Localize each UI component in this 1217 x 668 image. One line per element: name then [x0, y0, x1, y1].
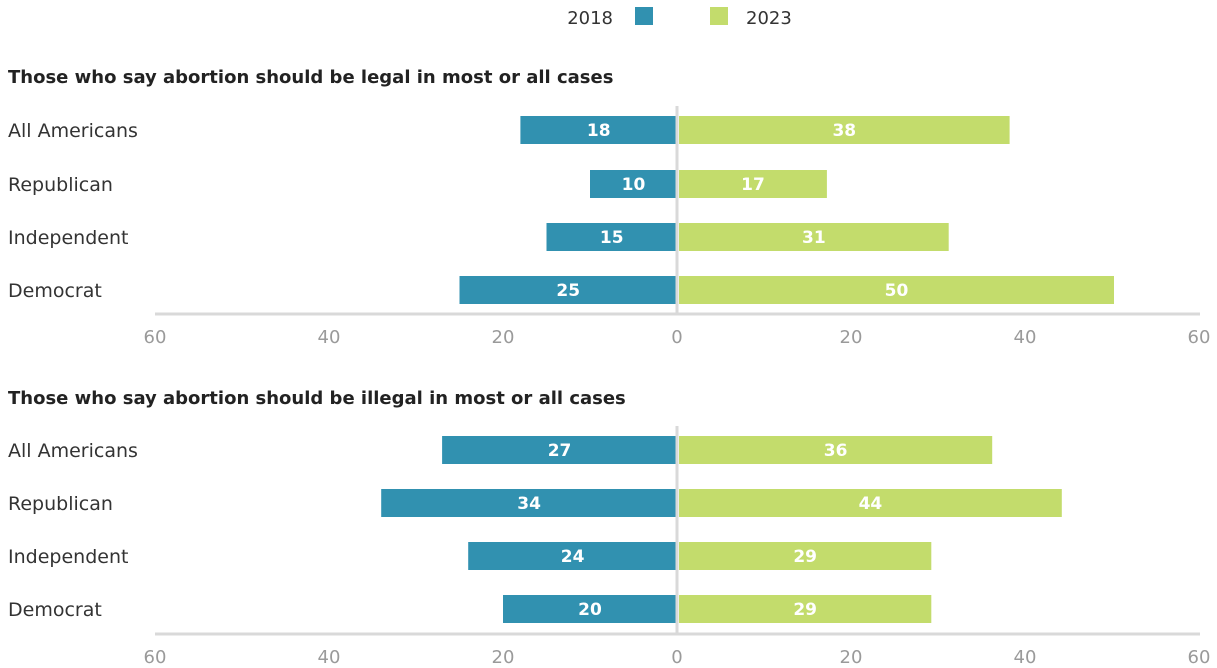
x-tick-label: 40 [1014, 647, 1037, 668]
data-label-2018: 24 [561, 547, 585, 567]
bar-2018 [459, 276, 677, 304]
category-label: Democrat [8, 599, 102, 621]
data-label-2023: 38 [832, 121, 856, 141]
bar-2018 [520, 116, 677, 144]
x-tick-label: 40 [318, 647, 341, 668]
x-tick-label: 20 [492, 327, 515, 348]
data-label-2023: 31 [802, 228, 826, 248]
data-label-2023: 29 [793, 547, 817, 567]
category-label: Democrat [8, 280, 102, 302]
category-label: Republican [8, 493, 113, 515]
x-tick-label: 0 [671, 327, 682, 348]
x-tick-label: 60 [1188, 327, 1211, 348]
x-tick-label: 40 [318, 327, 341, 348]
legend: 2018 2023 [567, 7, 792, 29]
bar-2018 [381, 489, 677, 517]
legend-label-2018: 2018 [567, 8, 613, 29]
bar-2018 [468, 542, 677, 570]
category-label: Independent [8, 227, 128, 249]
bar-2023 [679, 542, 932, 570]
bar-2023 [679, 276, 1114, 304]
bar-2023 [679, 489, 1062, 517]
legend-label-2023: 2023 [746, 8, 792, 29]
bar-2023 [679, 223, 949, 251]
data-label-2018: 34 [517, 494, 541, 514]
x-tick-label: 20 [492, 647, 515, 668]
panel-illegal: Those who say abortion should be illegal… [8, 388, 1210, 668]
x-tick-label: 60 [1188, 647, 1211, 668]
bar-2023 [679, 116, 1010, 144]
data-label-2018: 15 [600, 228, 624, 248]
category-label: All Americans [8, 440, 138, 462]
bar-2018 [590, 170, 677, 198]
x-tick-label: 40 [1014, 327, 1037, 348]
data-label-2018: 25 [556, 281, 580, 301]
data-label-2018: 20 [578, 600, 602, 620]
bar-2018 [442, 436, 677, 464]
legend-swatch-2023 [710, 7, 728, 25]
category-label: Independent [8, 546, 128, 568]
x-tick-label: 60 [144, 647, 167, 668]
x-tick-label: 0 [671, 647, 682, 668]
bar-2018 [546, 223, 677, 251]
data-label-2018: 10 [622, 175, 646, 195]
panel-title: Those who say abortion should be legal i… [8, 67, 613, 88]
bar-2018 [503, 595, 677, 623]
panel-legal: Those who say abortion should be legal i… [8, 67, 1210, 348]
category-label: Republican [8, 174, 113, 196]
x-tick-label: 20 [840, 647, 863, 668]
data-label-2023: 50 [885, 281, 909, 301]
data-label-2018: 18 [587, 121, 611, 141]
data-label-2023: 17 [741, 175, 765, 195]
bar-2023 [679, 170, 827, 198]
bar-2023 [679, 436, 993, 464]
data-label-2023: 29 [793, 600, 817, 620]
x-tick-label: 60 [144, 327, 167, 348]
category-label: All Americans [8, 120, 138, 142]
legend-swatch-2018 [635, 7, 653, 25]
data-label-2023: 36 [824, 441, 848, 461]
x-tick-label: 20 [840, 327, 863, 348]
data-label-2023: 44 [859, 494, 883, 514]
data-label-2018: 27 [548, 441, 572, 461]
bar-2023 [679, 595, 932, 623]
panel-title: Those who say abortion should be illegal… [8, 388, 626, 409]
